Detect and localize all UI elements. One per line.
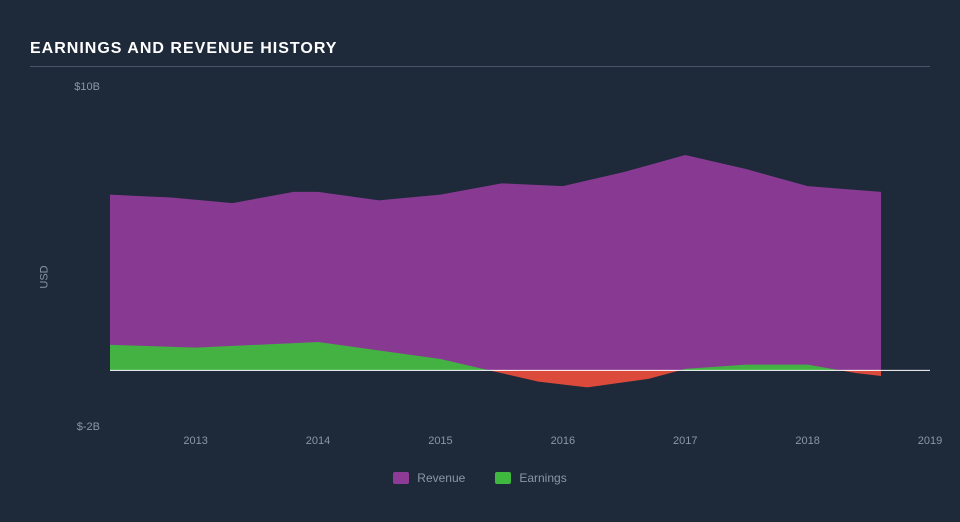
title-underline xyxy=(30,66,930,67)
legend-swatch xyxy=(495,472,511,484)
x-tick-label: 2016 xyxy=(551,435,575,447)
x-tick-label: 2013 xyxy=(183,435,207,447)
x-axis: 2013201420152016201720182019 xyxy=(110,427,930,467)
chart-title: EARNINGS AND REVENUE HISTORY xyxy=(30,40,930,58)
x-tick-label: 2015 xyxy=(428,435,452,447)
x-tick-label: 2019 xyxy=(918,435,942,447)
chart-container: EARNINGS AND REVENUE HISTORY USD $10B$-2… xyxy=(0,0,960,522)
y-axis-label: USD xyxy=(39,265,51,288)
legend-label: Earnings xyxy=(519,471,566,485)
earnings-area xyxy=(489,370,680,387)
revenue-area xyxy=(110,155,881,370)
legend-item: Earnings xyxy=(495,471,566,485)
plot-area xyxy=(110,87,930,427)
y-tick-label: $-2B xyxy=(77,421,100,433)
y-axis: $10B$-2B xyxy=(60,87,110,467)
x-tick-label: 2018 xyxy=(795,435,819,447)
ylabel-column: USD xyxy=(30,87,60,467)
x-tick-label: 2014 xyxy=(306,435,330,447)
legend-item: Revenue xyxy=(393,471,465,485)
legend-label: Revenue xyxy=(417,471,465,485)
legend-swatch xyxy=(393,472,409,484)
chart-wrap: USD $10B$-2B 201320142015201620172018201… xyxy=(30,87,930,467)
legend: Revenue Earnings xyxy=(30,471,930,485)
earnings-area xyxy=(840,370,881,376)
plot-column: 2013201420152016201720182019 xyxy=(110,87,930,467)
x-tick-label: 2017 xyxy=(673,435,697,447)
y-tick-label: $10B xyxy=(74,81,100,93)
